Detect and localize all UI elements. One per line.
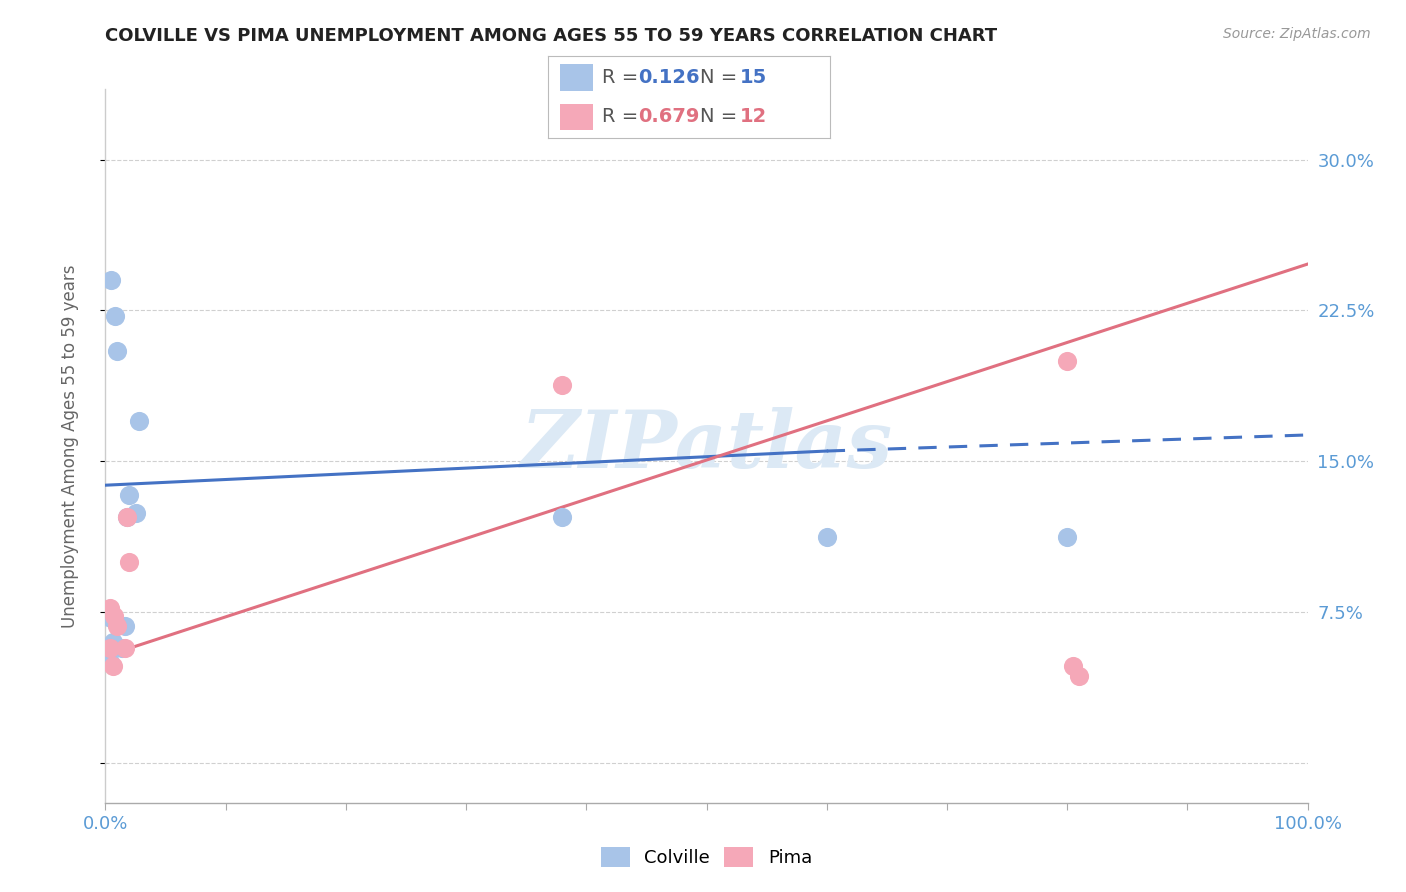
Point [118, 488, 141, 502]
Text: R =: R = [602, 107, 644, 126]
Text: 12: 12 [740, 107, 766, 126]
Point [98, 600, 121, 615]
Point [1056, 353, 1078, 368]
Point [114, 640, 136, 655]
Point [128, 414, 150, 428]
Point [815, 531, 838, 545]
Y-axis label: Unemployment Among Ages 55 to 59 years: Unemployment Among Ages 55 to 59 years [60, 264, 79, 628]
Point [111, 640, 134, 655]
Point [104, 310, 127, 324]
Legend: Colville, Pima: Colville, Pima [592, 838, 821, 876]
Bar [560, 64, 593, 91]
Point [124, 506, 146, 520]
Point [115, 510, 138, 524]
Point [101, 659, 124, 673]
Point [551, 510, 574, 524]
Point [100, 611, 122, 625]
Text: ZIPatlas: ZIPatlas [520, 408, 893, 484]
Point [98, 655, 121, 669]
Text: Source: ZipAtlas.com: Source: ZipAtlas.com [1223, 27, 1371, 41]
Text: 0.679: 0.679 [638, 107, 700, 126]
Point [1069, 669, 1091, 683]
Bar [560, 103, 593, 130]
Text: 0.126: 0.126 [638, 68, 700, 87]
Point [98, 640, 121, 655]
Point [107, 343, 129, 358]
Point [115, 510, 138, 524]
Text: 15: 15 [740, 68, 766, 87]
Point [100, 273, 122, 287]
Point [1056, 531, 1078, 545]
Text: N =: N = [700, 68, 744, 87]
Text: N =: N = [700, 107, 744, 126]
Text: R =: R = [602, 68, 644, 87]
Text: COLVILLE VS PIMA UNEMPLOYMENT AMONG AGES 55 TO 59 YEARS CORRELATION CHART: COLVILLE VS PIMA UNEMPLOYMENT AMONG AGES… [105, 27, 998, 45]
Point [101, 635, 124, 649]
Point [551, 377, 574, 392]
Point [118, 555, 141, 569]
Point [114, 619, 136, 633]
Point [1062, 659, 1084, 673]
Point [107, 619, 129, 633]
Point [103, 608, 125, 623]
